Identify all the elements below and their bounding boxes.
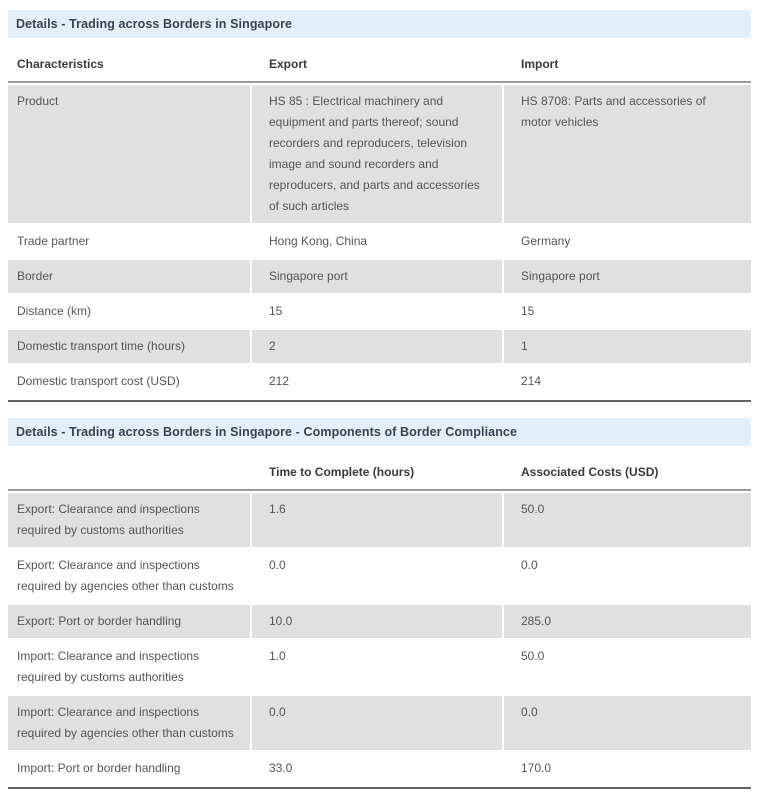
import-value: Germany	[504, 225, 751, 258]
time-value: 0.0	[252, 696, 502, 750]
time-value: 10.0	[252, 605, 502, 638]
column-header-import: Import	[521, 57, 559, 71]
table-row-import-other-agencies: Import: Clearance and inspections requir…	[8, 696, 751, 750]
table-row-import-customs: Import: Clearance and inspections requir…	[8, 640, 751, 694]
table-row-export-other-agencies: Export: Clearance and inspections requir…	[8, 549, 751, 603]
column-header-export: Export	[269, 57, 308, 71]
border-compliance-table: Time to Complete (hours) Associated Cost…	[8, 456, 751, 789]
row-label: Import: Clearance and inspections requir…	[8, 640, 250, 694]
table-row-import-port-handling: Import: Port or border handling 33.0 170…	[8, 752, 751, 785]
table-row-product: Product HS 85 : Electrical machinery and…	[8, 85, 751, 223]
section-header-trading-details: Details - Trading across Borders in Sing…	[8, 10, 751, 38]
import-value: 15	[504, 295, 751, 328]
section-title: Details - Trading across Borders in Sing…	[16, 425, 518, 439]
table-row-trade-partner: Trade partner Hong Kong, China Germany	[8, 225, 751, 258]
time-value: 0.0	[252, 549, 502, 603]
time-value: 33.0	[252, 752, 502, 785]
section-header-border-compliance: Details - Trading across Borders in Sing…	[8, 418, 751, 446]
export-value: 2	[252, 330, 502, 363]
table-row-transport-time: Domestic transport time (hours) 2 1	[8, 330, 751, 363]
cost-value: 0.0	[504, 696, 751, 750]
cost-value: 0.0	[504, 549, 751, 603]
row-label: Import: Clearance and inspections requir…	[8, 696, 250, 750]
import-value: HS 8708: Parts and accessories of motor …	[504, 85, 751, 223]
row-label: Border	[8, 260, 250, 293]
cost-value: 50.0	[504, 493, 751, 547]
export-value: 212	[252, 365, 502, 398]
row-label: Product	[8, 85, 250, 223]
export-value: 15	[252, 295, 502, 328]
table-body: Product HS 85 : Electrical machinery and…	[8, 85, 751, 402]
row-label: Import: Port or border handling	[8, 752, 250, 785]
import-value: Singapore port	[504, 260, 751, 293]
cost-value: 285.0	[504, 605, 751, 638]
section-title: Details - Trading across Borders in Sing…	[16, 17, 293, 31]
table-header-row: Characteristics Export Import	[8, 48, 751, 83]
cost-value: 170.0	[504, 752, 751, 785]
import-value: 214	[504, 365, 751, 398]
row-label: Export: Port or border handling	[8, 605, 250, 638]
row-label: Export: Clearance and inspections requir…	[8, 549, 250, 603]
row-label: Distance (km)	[8, 295, 250, 328]
import-value: 1	[504, 330, 751, 363]
table-row-export-customs: Export: Clearance and inspections requir…	[8, 493, 751, 547]
table-row-border: Border Singapore port Singapore port	[8, 260, 751, 293]
row-label: Export: Clearance and inspections requir…	[8, 493, 250, 547]
column-header-time: Time to Complete (hours)	[269, 465, 415, 479]
export-value: HS 85 : Electrical machinery and equipme…	[252, 85, 502, 223]
table-row-transport-cost: Domestic transport cost (USD) 212 214	[8, 365, 751, 398]
cost-value: 50.0	[504, 640, 751, 694]
export-value: Singapore port	[252, 260, 502, 293]
table-header-row: Time to Complete (hours) Associated Cost…	[8, 456, 751, 491]
table-row-distance: Distance (km) 15 15	[8, 295, 751, 328]
time-value: 1.6	[252, 493, 502, 547]
time-value: 1.0	[252, 640, 502, 694]
export-value: Hong Kong, China	[252, 225, 502, 258]
column-header-cost: Associated Costs (USD)	[521, 465, 659, 479]
row-label: Trade partner	[8, 225, 250, 258]
column-header-characteristics: Characteristics	[17, 57, 104, 71]
column-header-empty	[8, 456, 250, 489]
table-row-export-port-handling: Export: Port or border handling 10.0 285…	[8, 605, 751, 638]
table-body: Export: Clearance and inspections requir…	[8, 493, 751, 789]
characteristics-table: Characteristics Export Import Product HS…	[8, 48, 751, 402]
row-label: Domestic transport time (hours)	[8, 330, 250, 363]
row-label: Domestic transport cost (USD)	[8, 365, 250, 398]
